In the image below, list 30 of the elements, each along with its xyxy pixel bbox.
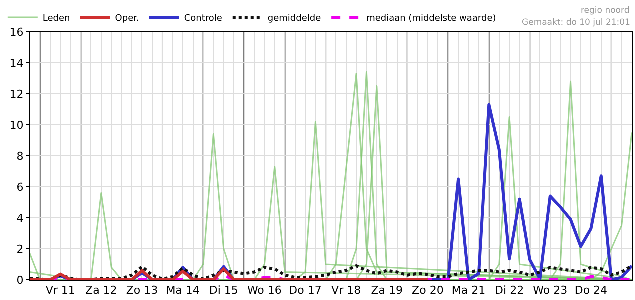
text: Gemaakt: do 10 jul 21:01	[522, 18, 630, 28]
x-tick-label: Di 15	[209, 284, 238, 298]
x-tick-label: Wo 16	[247, 284, 282, 298]
x-tick-label: Vr 11	[46, 284, 76, 298]
y-tick-label: 8	[16, 150, 24, 163]
legend-label: Controle	[184, 14, 223, 24]
x-tick-label: Do 24	[574, 284, 608, 298]
legend-label: Leden	[42, 14, 70, 24]
x-tick-label: Do 17	[289, 284, 322, 298]
x-tick-label: Vr 18	[332, 284, 362, 298]
x-tick-label: Ma 21	[452, 284, 486, 298]
x-tick-label: Zo 20	[412, 284, 444, 298]
y-tick-label: 6	[16, 180, 24, 194]
text: regio noord	[581, 6, 630, 16]
legend-label: Oper.	[115, 14, 140, 24]
x-tick-label: Di 22	[495, 284, 524, 298]
x-tick-label: Wo 23	[533, 284, 568, 298]
y-tick-label: 2	[16, 242, 24, 256]
x-tick-label: Za 12	[86, 284, 118, 298]
x-tick-label: Ma 14	[166, 284, 200, 298]
legend-label: mediaan (middelste waarde)	[366, 14, 496, 24]
y-tick-label: 12	[10, 88, 24, 101]
y-tick-label: 14	[10, 56, 24, 70]
y-tick-label: 10	[10, 118, 24, 132]
y-tick-label: 4	[16, 212, 24, 225]
legend-label: gemiddelde	[268, 14, 322, 24]
y-tick-label: 0	[16, 274, 24, 287]
y-tick-label: 16	[10, 26, 24, 39]
x-tick-label: Za 19	[371, 284, 404, 298]
x-tick-label: Zo 13	[126, 284, 158, 298]
